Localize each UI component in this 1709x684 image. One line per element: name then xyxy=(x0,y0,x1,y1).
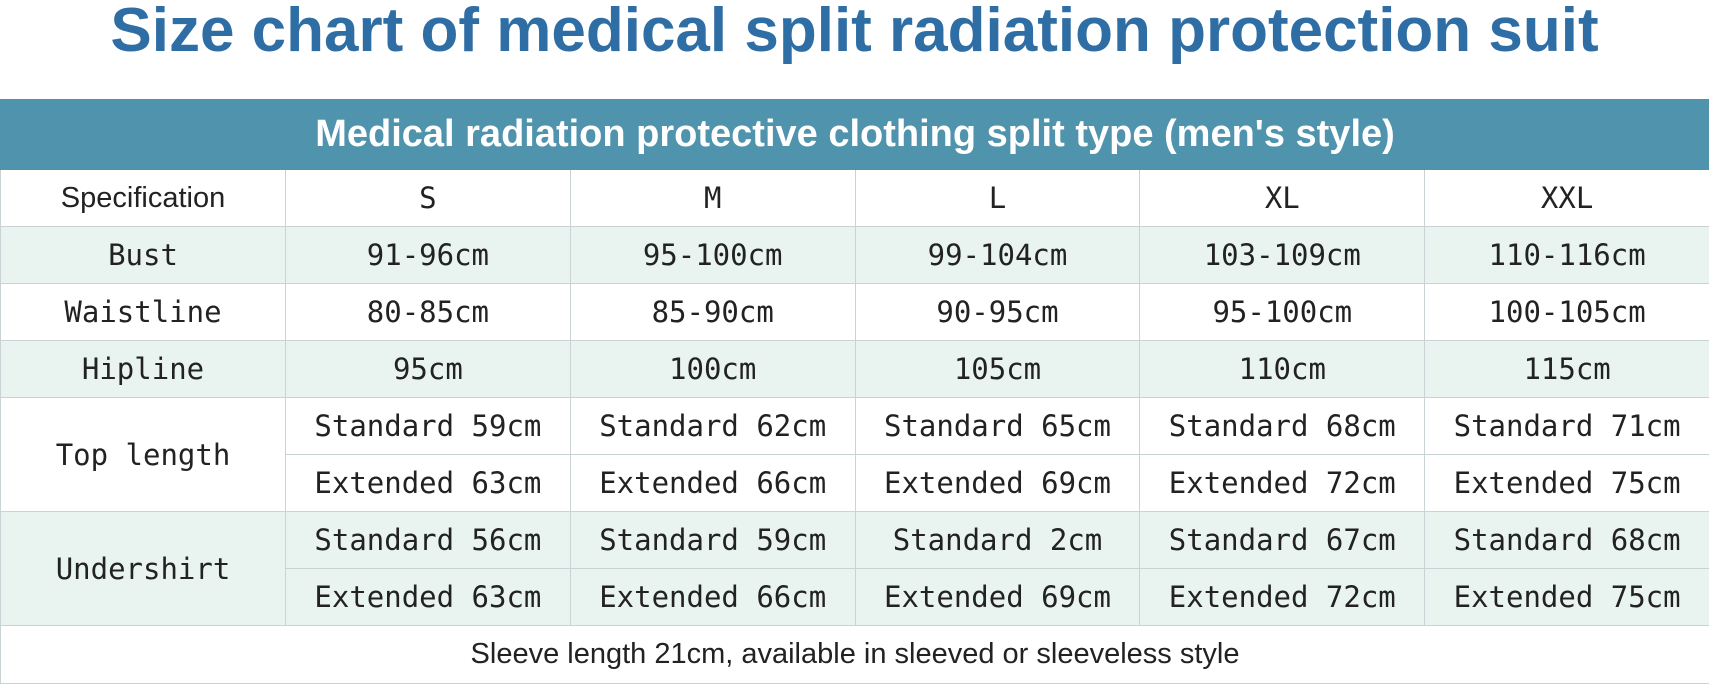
undershirt-extended-value: Extended 75cm xyxy=(1425,569,1709,626)
size-chart-table: Medical radiation protective clothing sp… xyxy=(0,99,1709,684)
bust-value: 99-104cm xyxy=(855,227,1140,284)
top-length-extended-value: Extended 63cm xyxy=(286,455,571,512)
size-header: M xyxy=(570,170,855,227)
size-header: S xyxy=(286,170,571,227)
waistline-label: Waistline xyxy=(1,284,286,341)
footnote-row: Sleeve length 21cm, available in sleeved… xyxy=(1,626,1709,684)
top-length-standard-value: Standard 71cm xyxy=(1425,398,1709,455)
hipline-value: 115cm xyxy=(1425,341,1709,398)
waistline-value: 85-90cm xyxy=(570,284,855,341)
undershirt-standard-value: Standard 68cm xyxy=(1425,512,1709,569)
table-banner: Medical radiation protective clothing sp… xyxy=(1,100,1709,170)
waistline-row: Waistline 80-85cm 85-90cm 90-95cm 95-100… xyxy=(1,284,1709,341)
specification-label: Specification xyxy=(1,170,286,227)
undershirt-standard-value: Standard 2cm xyxy=(855,512,1140,569)
bust-value: 110-116cm xyxy=(1425,227,1709,284)
size-header: XXL xyxy=(1425,170,1709,227)
bust-value: 103-109cm xyxy=(1140,227,1425,284)
top-length-standard-value: Standard 62cm xyxy=(570,398,855,455)
bust-label: Bust xyxy=(1,227,286,284)
hipline-value: 110cm xyxy=(1140,341,1425,398)
undershirt-extended-value: Extended 66cm xyxy=(570,569,855,626)
hipline-value: 100cm xyxy=(570,341,855,398)
undershirt-extended-value: Extended 63cm xyxy=(286,569,571,626)
undershirt-standard-row: Undershirt Standard 56cm Standard 59cm S… xyxy=(1,512,1709,569)
undershirt-label: Undershirt xyxy=(1,512,286,626)
bust-value: 95-100cm xyxy=(570,227,855,284)
waistline-value: 80-85cm xyxy=(286,284,571,341)
bust-row: Bust 91-96cm 95-100cm 99-104cm 103-109cm… xyxy=(1,227,1709,284)
top-length-standard-value: Standard 68cm xyxy=(1140,398,1425,455)
top-length-label: Top length xyxy=(1,398,286,512)
waistline-value: 95-100cm xyxy=(1140,284,1425,341)
top-length-standard-value: Standard 59cm xyxy=(286,398,571,455)
page-title: Size chart of medical split radiation pr… xyxy=(0,0,1709,62)
top-length-extended-value: Extended 69cm xyxy=(855,455,1140,512)
hipline-value: 95cm xyxy=(286,341,571,398)
undershirt-standard-value: Standard 59cm xyxy=(570,512,855,569)
top-length-extended-value: Extended 66cm xyxy=(570,455,855,512)
undershirt-extended-value: Extended 69cm xyxy=(855,569,1140,626)
top-length-standard-value: Standard 65cm xyxy=(855,398,1140,455)
hipline-row: Hipline 95cm 100cm 105cm 110cm 115cm xyxy=(1,341,1709,398)
hipline-label: Hipline xyxy=(1,341,286,398)
hipline-value: 105cm xyxy=(855,341,1140,398)
undershirt-standard-value: Standard 56cm xyxy=(286,512,571,569)
top-length-extended-value: Extended 72cm xyxy=(1140,455,1425,512)
specification-row: Specification S M L XL XXL xyxy=(1,170,1709,227)
sleeve-footnote: Sleeve length 21cm, available in sleeved… xyxy=(1,626,1709,684)
waistline-value: 100-105cm xyxy=(1425,284,1709,341)
top-length-standard-row: Top length Standard 59cm Standard 62cm S… xyxy=(1,398,1709,455)
undershirt-standard-value: Standard 67cm xyxy=(1140,512,1425,569)
undershirt-extended-value: Extended 72cm xyxy=(1140,569,1425,626)
top-length-extended-value: Extended 75cm xyxy=(1425,455,1709,512)
waistline-value: 90-95cm xyxy=(855,284,1140,341)
size-header: L xyxy=(855,170,1140,227)
size-header: XL xyxy=(1140,170,1425,227)
bust-value: 91-96cm xyxy=(286,227,571,284)
